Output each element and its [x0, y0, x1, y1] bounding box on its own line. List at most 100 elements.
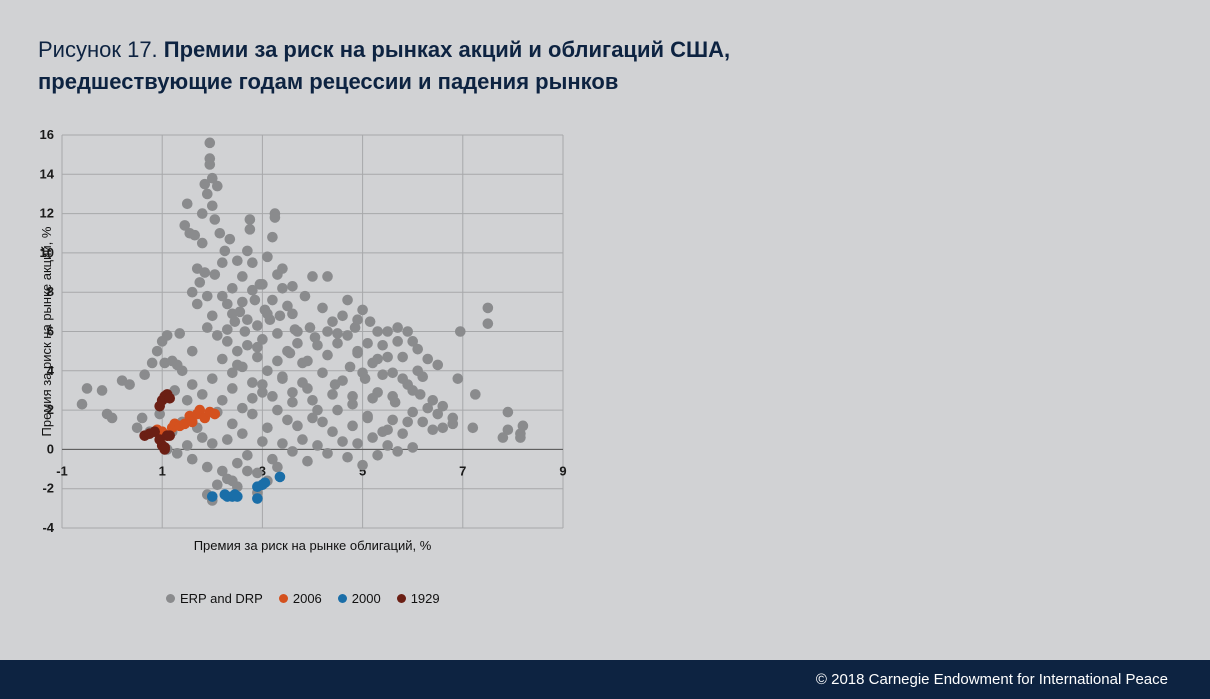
data-point — [437, 422, 449, 434]
data-point — [304, 322, 316, 333]
data-point — [342, 294, 353, 306]
data-point — [502, 406, 514, 418]
data-point — [302, 455, 313, 467]
data-point — [447, 412, 459, 424]
data-point — [362, 410, 373, 422]
data-point — [247, 284, 258, 296]
data-point — [149, 426, 160, 438]
data-point — [194, 404, 206, 416]
data-point — [96, 385, 108, 396]
data-point — [224, 233, 236, 245]
data-point — [209, 408, 221, 420]
data-point — [482, 302, 494, 314]
data-point — [437, 400, 449, 412]
data-point — [106, 412, 118, 424]
data-point — [502, 424, 514, 436]
legend-label: 2006 — [292, 590, 322, 606]
data-point — [232, 359, 243, 371]
data-point — [307, 394, 318, 406]
data-point — [272, 355, 283, 367]
y-tick-label: 12 — [40, 206, 54, 221]
data-point — [227, 282, 238, 294]
data-point — [307, 271, 318, 282]
data-point — [217, 353, 228, 365]
data-point — [239, 326, 251, 337]
data-point — [407, 406, 419, 418]
legend-item: 2006 — [278, 590, 322, 606]
data-point — [247, 408, 258, 420]
data-point — [392, 336, 403, 347]
data-point — [397, 373, 408, 384]
data-point — [191, 298, 203, 310]
data-point — [161, 330, 173, 341]
data-point — [222, 324, 233, 335]
legend-item: 1929 — [396, 590, 440, 606]
x-tick-label: -1 — [56, 463, 68, 478]
data-point — [402, 326, 413, 337]
data-point — [332, 328, 343, 339]
data-point — [262, 365, 273, 377]
data-point — [452, 373, 464, 384]
data-point — [212, 180, 223, 192]
data-point — [407, 385, 419, 396]
x-axis-title: Премия за риск на рынке облигаций, % — [194, 538, 432, 553]
data-point — [272, 461, 283, 473]
data-point — [327, 389, 338, 400]
data-point — [272, 328, 283, 339]
data-point — [186, 416, 198, 428]
data-point — [257, 334, 268, 345]
data-point — [357, 367, 368, 379]
y-tick-label: 16 — [40, 127, 54, 142]
data-point — [322, 448, 333, 459]
data-point — [322, 349, 333, 361]
data-point — [347, 398, 358, 410]
data-point — [282, 345, 293, 357]
y-tick-label: 0 — [47, 441, 54, 456]
data-point — [387, 367, 398, 379]
data-point — [382, 351, 393, 363]
data-point — [427, 394, 439, 406]
data-point — [124, 379, 135, 390]
data-point — [209, 269, 221, 280]
data-point — [287, 396, 298, 408]
data-point — [242, 339, 253, 351]
data-point — [387, 391, 398, 402]
copyright-text: © 2018 Carnegie Endowment for Internatio… — [815, 671, 1168, 688]
data-point — [181, 394, 193, 406]
data-point — [282, 300, 293, 312]
data-point — [282, 414, 293, 426]
data-point — [367, 393, 378, 404]
data-point — [337, 436, 348, 447]
data-point — [214, 227, 226, 239]
data-point — [277, 371, 288, 382]
data-point — [204, 137, 216, 149]
y-tick-label: 2 — [47, 402, 54, 417]
data-point — [352, 438, 363, 449]
y-tick-label: 14 — [40, 166, 55, 181]
data-point — [262, 251, 273, 263]
data-point — [274, 471, 286, 483]
data-point — [382, 440, 393, 451]
data-point — [277, 282, 288, 294]
data-point — [427, 424, 439, 436]
data-point — [204, 153, 216, 164]
data-point — [174, 328, 186, 339]
data-point — [201, 322, 213, 333]
figure-label: Рисунок 17. — [38, 37, 158, 62]
data-point — [242, 465, 253, 477]
data-point — [252, 341, 263, 353]
data-point — [372, 326, 383, 337]
data-point — [277, 263, 288, 274]
data-point — [402, 416, 413, 428]
data-point — [467, 422, 479, 434]
data-point — [227, 367, 238, 379]
legend-label: 1929 — [410, 590, 440, 606]
x-tick-label: 7 — [459, 463, 466, 478]
data-point — [344, 361, 356, 373]
data-point — [422, 353, 434, 365]
data-point — [217, 465, 228, 477]
x-tick-label: 9 — [559, 463, 566, 478]
data-point — [372, 353, 383, 365]
data-point — [171, 448, 183, 459]
x-tick-label: 5 — [359, 463, 366, 478]
